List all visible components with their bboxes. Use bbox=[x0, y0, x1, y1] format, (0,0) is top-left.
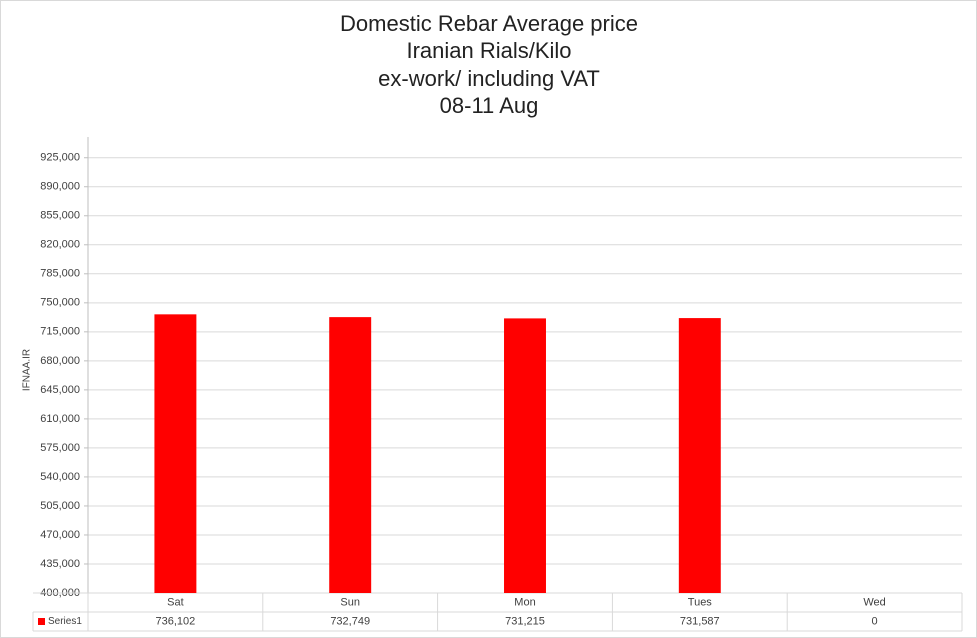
y-tick-label: 575,000 bbox=[40, 442, 80, 454]
data-label: 731,215 bbox=[505, 615, 545, 627]
y-tick-label: 785,000 bbox=[40, 268, 80, 280]
y-tick-label: 925,000 bbox=[40, 152, 80, 164]
bar bbox=[678, 318, 721, 593]
y-tick-label: 715,000 bbox=[40, 326, 80, 338]
data-label: 0 bbox=[872, 615, 878, 627]
y-axis-label: IFNAA.IR bbox=[22, 349, 33, 391]
x-tick-label: Tues bbox=[688, 596, 713, 608]
y-tick-label: 470,000 bbox=[40, 529, 80, 541]
chart-title: 08-11 Aug bbox=[440, 93, 539, 118]
y-tick-label: 820,000 bbox=[40, 239, 80, 251]
y-tick-label: 435,000 bbox=[40, 558, 80, 570]
chart-title: ex-work/ including VAT bbox=[378, 66, 600, 91]
chart-title: Domestic Rebar Average price bbox=[340, 11, 638, 36]
y-tick-label: 645,000 bbox=[40, 384, 80, 396]
x-tick-label: Wed bbox=[863, 596, 885, 608]
y-tick-label: 750,000 bbox=[40, 297, 80, 309]
y-tick-label: 540,000 bbox=[40, 471, 80, 483]
legend-swatch bbox=[38, 618, 45, 625]
chart-title: Iranian Rials/Kilo bbox=[406, 38, 571, 63]
data-label: 732,749 bbox=[330, 615, 370, 627]
data-label: 731,587 bbox=[680, 615, 720, 627]
bar bbox=[154, 314, 197, 593]
y-tick-label: 505,000 bbox=[40, 500, 80, 512]
y-tick-label: 610,000 bbox=[40, 413, 80, 425]
y-tick-label: 890,000 bbox=[40, 181, 80, 193]
y-tick-label: 680,000 bbox=[40, 355, 80, 367]
y-tick-label: 855,000 bbox=[40, 210, 80, 222]
x-tick-label: Sat bbox=[167, 596, 184, 608]
bar bbox=[504, 318, 546, 593]
legend-label: Series1 bbox=[48, 616, 82, 627]
data-label: 736,102 bbox=[156, 615, 196, 627]
x-tick-label: Mon bbox=[514, 596, 535, 608]
x-tick-label: Sun bbox=[340, 596, 360, 608]
bar bbox=[329, 317, 372, 593]
